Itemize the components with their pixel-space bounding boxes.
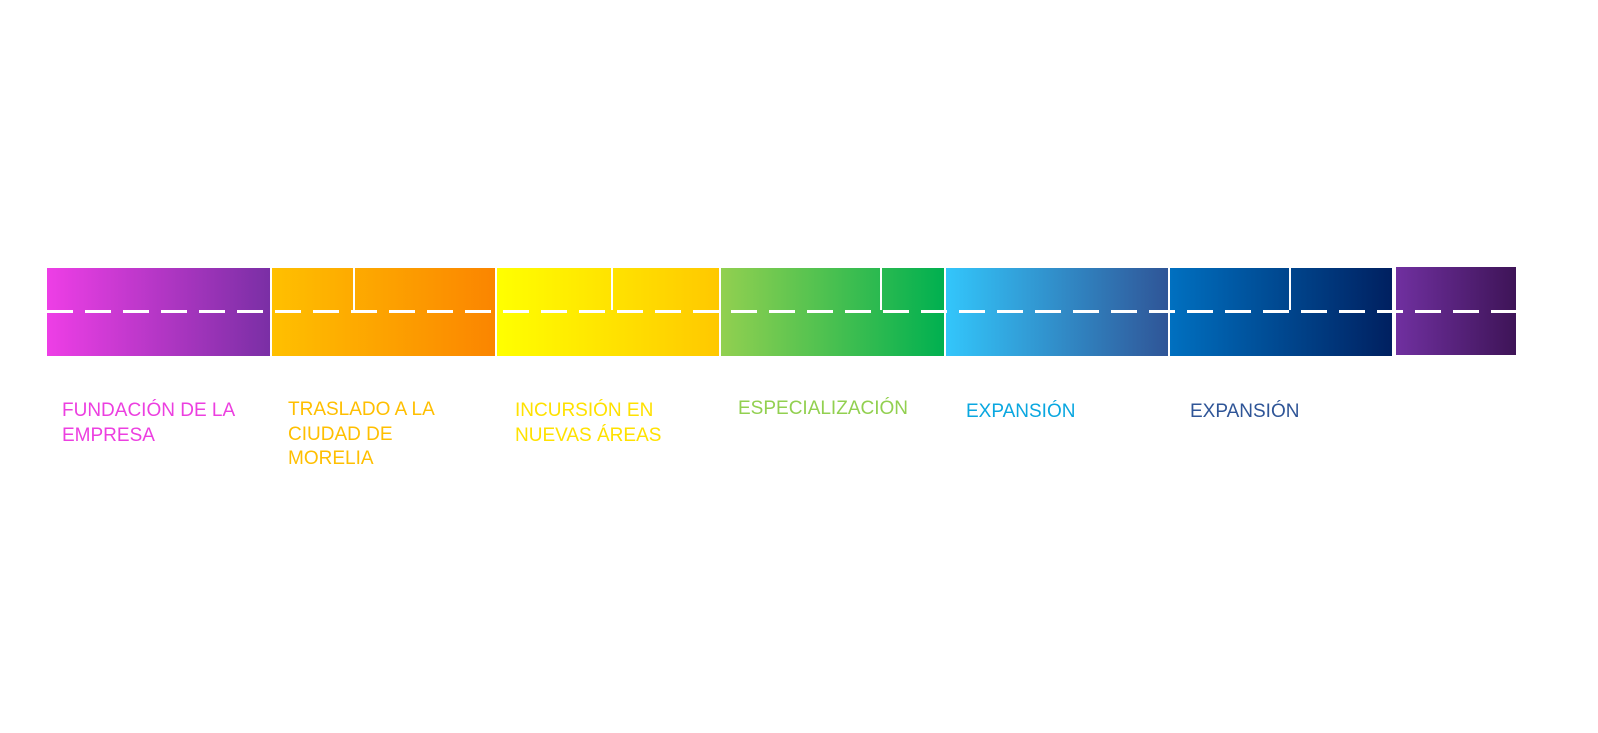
timeline-tick xyxy=(1289,268,1291,310)
stage-label-traslado: TRASLADO A LA CIUDAD DE MORELIA xyxy=(288,399,435,469)
stage-label-expansion-1: EXPANSIÓN xyxy=(966,401,1076,422)
stage-label-especializacion: ESPECIALIZACIÓN xyxy=(738,398,908,419)
stage-label-expansion-2: EXPANSIÓN xyxy=(1190,401,1300,422)
timeline-tick xyxy=(353,268,355,310)
stage-label-incursion: INCURSIÓN EN NUEVAS ÁREAS xyxy=(515,400,662,446)
stage-label-fundacion: FUNDACIÓN DE LA EMPRESA xyxy=(62,400,236,446)
timeline-tick xyxy=(880,268,882,310)
timeline-dashed-line xyxy=(47,310,1516,313)
timeline-tick xyxy=(611,268,613,310)
